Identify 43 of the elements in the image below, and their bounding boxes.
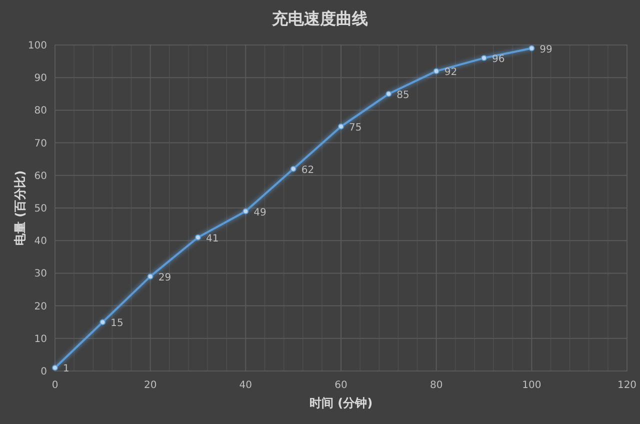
chart-title: 充电速度曲线 [271, 9, 368, 28]
data-label: 96 [492, 54, 505, 66]
data-label: 99 [540, 44, 552, 56]
point [433, 68, 440, 74]
y-tick-label: 20 [34, 301, 47, 312]
point [528, 45, 535, 52]
point [52, 364, 58, 371]
x-tick-label: 80 [430, 380, 443, 391]
data-label: 29 [158, 272, 172, 284]
x-tick-label: 0 [52, 380, 58, 391]
point [290, 166, 296, 172]
y-tick-label: 40 [34, 236, 47, 248]
point [195, 234, 201, 240]
y-axis-title: 电量 (百分比) [13, 170, 27, 246]
point [481, 55, 487, 62]
x-tick-label: 120 [617, 380, 637, 391]
data-label: 1 [63, 364, 70, 375]
point [242, 208, 249, 214]
data-label: 92 [444, 67, 458, 78]
y-tick-label: 80 [34, 106, 47, 117]
x-axis-title: 时间 (分钟) [309, 396, 373, 410]
x-tick-label: 40 [239, 380, 252, 391]
point [386, 90, 392, 97]
y-tick-label: 30 [34, 268, 47, 280]
x-tick-label: 20 [144, 380, 157, 391]
data-label: 85 [396, 90, 410, 101]
y-tick-label: 90 [34, 73, 47, 84]
data-label: 49 [254, 207, 266, 218]
point [338, 124, 344, 130]
point [147, 273, 154, 280]
data-label: 62 [301, 164, 314, 176]
y-tick-label: 70 [34, 138, 47, 150]
x-tick-label: 100 [522, 380, 542, 391]
data-label: 75 [349, 122, 362, 134]
y-tick-label: 100 [28, 40, 47, 52]
point [100, 319, 106, 326]
y-tick-label: 10 [34, 334, 47, 345]
y-tick-label: 50 [34, 204, 47, 214]
data-label: 15 [110, 318, 124, 330]
x-tick-label: 60 [334, 380, 348, 391]
y-tick-label: 60 [34, 170, 47, 182]
data-label: 41 [206, 233, 219, 244]
y-tick-label: 0 [40, 366, 47, 378]
